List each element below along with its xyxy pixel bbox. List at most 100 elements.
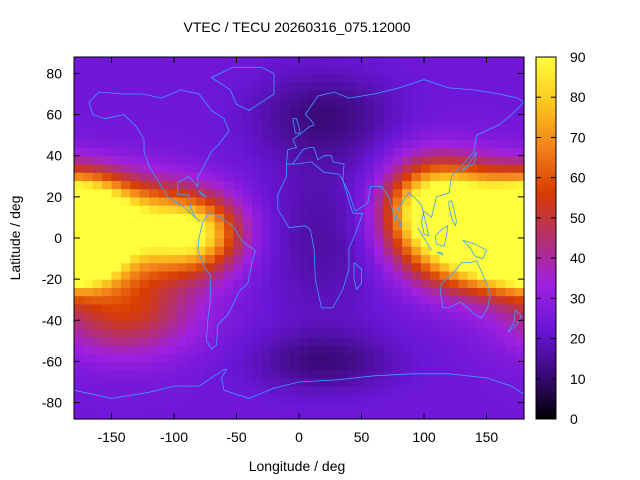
heatmap-cell [505,139,516,149]
heatmap-cell [477,65,488,75]
heatmap-cell [299,303,309,313]
heatmap-cell [261,122,272,132]
heatmap-cell [242,270,253,280]
heatmap-cell [280,213,291,223]
heatmap-cell [495,155,506,165]
heatmap-cell [139,246,150,256]
heatmap-cell [252,196,263,206]
heatmap-cell [374,98,384,107]
heatmap-cell [420,155,431,165]
heatmap-cell [345,295,356,305]
heatmap-cell [420,213,431,223]
heatmap-cell [120,353,131,363]
heatmap-cell [111,394,122,404]
heatmap-cell [364,312,375,321]
heatmap-cell [336,57,347,66]
heatmap-cell [439,180,450,190]
heatmap-cell [252,122,263,132]
heatmap-cell [261,303,272,313]
heatmap-cell [289,57,300,66]
heatmap-cell [167,353,178,363]
heatmap-cell [336,106,347,116]
heatmap-cell [167,106,178,116]
heatmap-cell [177,361,188,371]
heatmap-cell [364,410,375,420]
heatmap-cell [374,139,384,149]
heatmap-cell [205,312,216,321]
heatmap-cell [102,213,113,223]
heatmap-cell [130,238,141,247]
heatmap-cell [467,377,478,387]
heatmap-cell [486,73,497,83]
heatmap-cell [364,295,375,305]
heatmap-cell [280,279,291,288]
heatmap-cell [214,328,225,338]
heatmap-cell [252,131,263,140]
coastline-path [462,239,488,260]
heatmap-cell [289,188,300,198]
heatmap-cell [364,106,375,116]
heatmap-cell [514,369,525,379]
heatmap-cell [439,270,450,280]
heatmap-cell [317,131,328,140]
heatmap-cell [280,246,291,256]
heatmap-cell [317,254,328,264]
heatmap-cell [102,89,113,99]
heatmap-cell [477,386,488,395]
heatmap-cell [130,172,141,182]
heatmap-cell [317,188,328,198]
heatmap-cell [158,238,169,247]
heatmap-cell [280,172,291,182]
heatmap-cell [270,163,281,173]
heatmap-cell [261,386,272,395]
heatmap-cell [486,122,497,132]
heatmap-cell [411,287,422,297]
heatmap-cell [345,238,356,247]
heatmap-cell [308,205,319,214]
heatmap-cell [261,377,272,387]
heatmap-cell [205,188,216,198]
heatmap-cell [233,73,244,83]
heatmap-cell [355,89,366,99]
heatmap-cell [130,155,141,165]
heatmap-cell [242,57,253,66]
heatmap-cell [270,180,281,190]
heatmap-cell [167,65,178,75]
heatmap-cell [299,106,309,116]
heatmap-cell [167,188,178,198]
heatmap-cell [392,246,403,256]
heatmap-cell [270,303,281,313]
heatmap-cell [74,295,84,305]
heatmap-cell [83,163,94,173]
heatmap-cell [486,172,497,182]
heatmap-cell [411,344,422,354]
heatmap-cell [364,229,375,239]
heatmap-cell [158,180,169,190]
heatmap-cell [270,361,281,371]
heatmap-cell [130,229,141,239]
heatmap-cell [505,295,516,305]
heatmap-cell [120,229,131,239]
heatmap-cell [477,361,488,371]
heatmap-cell [120,361,131,371]
heatmap-cell [111,254,122,264]
heatmap-cell [167,402,178,412]
heatmap-cell [214,279,225,288]
heatmap-cell [158,410,169,420]
heatmap-cell [486,262,497,272]
heatmap-cell [514,229,525,239]
heatmap-cell [177,394,188,404]
heatmap-cell [411,328,422,338]
heatmap-cell [214,229,225,239]
heatmap-cell [383,147,394,157]
heatmap-cell [364,98,375,107]
heatmap-cell [420,114,431,124]
heatmap-cell [495,320,506,330]
heatmap-cell [495,131,506,140]
heatmap-cell [120,303,131,313]
heatmap-cell [486,81,497,91]
heatmap-cell [402,205,413,214]
heatmap-cell [514,114,525,124]
heatmap-cell [505,336,516,346]
heatmap-cell [392,361,403,371]
